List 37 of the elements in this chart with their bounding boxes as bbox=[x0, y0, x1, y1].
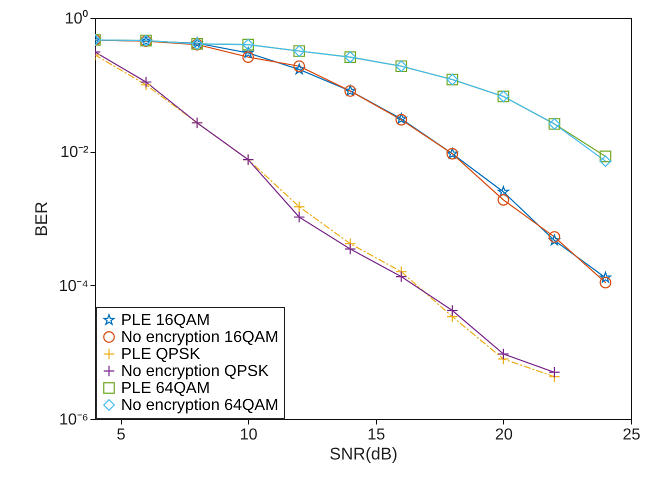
legend-label: PLE 16QAM bbox=[121, 312, 210, 329]
point bbox=[293, 60, 306, 72]
point bbox=[344, 243, 356, 255]
point bbox=[498, 194, 510, 206]
legend-label: No encryption QPSK bbox=[121, 363, 269, 380]
x-tick-label: 20 bbox=[494, 426, 513, 444]
y-axis-title: BER bbox=[32, 202, 51, 236]
y-tick-label: 10⁻⁶ bbox=[59, 412, 88, 428]
x-tick-label: 5 bbox=[116, 426, 126, 444]
legend-label: PLE QPSK bbox=[121, 346, 200, 363]
point bbox=[395, 270, 408, 282]
point bbox=[548, 234, 560, 246]
legend-label: No encryption 64QAM bbox=[121, 397, 278, 414]
point bbox=[548, 231, 560, 243]
y-tick-label: 10⁰ bbox=[64, 10, 88, 28]
point bbox=[293, 200, 306, 213]
point bbox=[498, 186, 509, 197]
point bbox=[293, 211, 306, 223]
legend-label: PLE 64QAM bbox=[121, 380, 210, 397]
point bbox=[600, 272, 612, 283]
point bbox=[242, 51, 254, 63]
x-axis-title: SNR(dB) bbox=[329, 444, 398, 464]
point bbox=[294, 64, 305, 74]
x-tick-label: 10 bbox=[240, 426, 258, 444]
point bbox=[600, 276, 612, 288]
point bbox=[548, 366, 560, 378]
legend-label: No encryption 16QAM bbox=[121, 329, 278, 346]
x-tick-label: 25 bbox=[622, 426, 640, 444]
y-tick-label: 10⁻⁴ bbox=[58, 278, 89, 295]
point bbox=[242, 47, 254, 58]
point bbox=[140, 76, 152, 88]
point bbox=[446, 304, 458, 316]
point bbox=[600, 155, 612, 168]
y-tick-label: 10⁻² bbox=[60, 144, 90, 162]
x-tick-label: 15 bbox=[367, 426, 386, 444]
point bbox=[600, 150, 612, 162]
point bbox=[498, 348, 510, 360]
